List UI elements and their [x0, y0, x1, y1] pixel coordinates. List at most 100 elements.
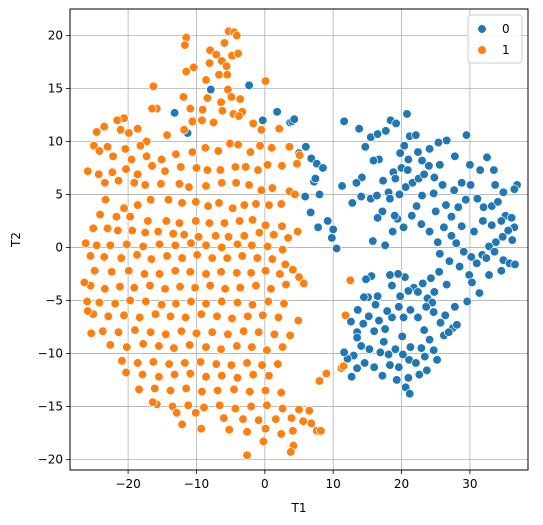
data-point-series-0	[446, 212, 457, 222]
x-tick-label: −10	[184, 477, 209, 491]
data-point-series-1	[202, 93, 213, 103]
data-point-series-1	[176, 326, 187, 336]
data-point-series-1	[245, 386, 255, 397]
data-point-series-0	[331, 243, 342, 254]
data-point-series-1	[79, 277, 90, 288]
data-point-series-1	[230, 403, 241, 414]
data-point-series-0	[272, 107, 282, 117]
data-point-series-0	[364, 311, 374, 321]
data-point-series-0	[375, 347, 385, 358]
data-point-series-0	[457, 178, 467, 188]
data-point-series-1	[165, 311, 176, 321]
data-point-series-1	[161, 216, 172, 226]
legend-box	[467, 14, 523, 64]
legend-marker-1	[477, 45, 487, 55]
data-point-series-1	[148, 81, 159, 92]
x-axis-ticks: −20 −10 0 10 20 30	[115, 470, 478, 491]
data-point-series-1	[201, 269, 211, 279]
data-point-series-1	[176, 162, 186, 172]
data-point-series-0	[459, 247, 469, 257]
data-point-series-1	[179, 230, 189, 240]
data-point-series-0	[361, 274, 371, 284]
data-point-series-1	[150, 383, 160, 394]
data-point-series-1	[260, 385, 271, 396]
data-point-series-0	[420, 351, 430, 362]
data-point-series-0	[403, 373, 414, 383]
data-point-series-1	[102, 223, 113, 234]
data-point-series-0	[385, 360, 395, 370]
data-point-series-1	[187, 116, 198, 126]
data-point-series-1	[197, 115, 207, 125]
data-point-series-1	[254, 327, 264, 337]
data-point-series-1	[213, 146, 223, 156]
y-tick-label: −15	[38, 399, 63, 413]
data-point-series-1	[263, 296, 273, 307]
data-point-series-0	[323, 216, 333, 226]
data-point-series-1	[175, 282, 185, 292]
data-point-series-0	[339, 347, 349, 358]
data-point-series-1	[306, 418, 316, 429]
data-point-series-0	[435, 318, 446, 328]
data-point-series-0	[360, 142, 370, 152]
data-point-series-0	[416, 219, 427, 229]
data-point-series-0	[398, 349, 408, 360]
data-point-series-1	[201, 240, 211, 250]
data-point-series-1	[241, 162, 251, 172]
data-point-series-1	[197, 105, 208, 115]
data-point-series-1	[180, 40, 190, 50]
data-point-series-1	[121, 164, 131, 174]
data-point-series-0	[403, 154, 414, 165]
data-point-series-1	[227, 313, 237, 324]
data-point-series-0	[472, 258, 482, 268]
data-point-series-1	[293, 315, 303, 326]
data-point-series-1	[162, 130, 172, 140]
data-point-series-1	[262, 160, 273, 170]
data-point-series-0	[407, 211, 417, 221]
data-point-series-0	[484, 270, 494, 280]
data-point-series-0	[327, 233, 337, 243]
data-point-series-0	[454, 261, 465, 272]
data-point-series-0	[382, 306, 392, 316]
data-point-series-0	[372, 190, 382, 201]
data-point-series-1	[94, 146, 105, 156]
data-point-series-0	[439, 222, 449, 232]
data-point-series-0	[405, 342, 416, 352]
data-point-series-1	[185, 103, 195, 114]
data-point-series-1	[239, 231, 249, 241]
data-point-series-0	[411, 201, 422, 211]
data-point-series-1	[108, 151, 118, 161]
data-point-series-0	[435, 160, 445, 170]
data-point-series-1	[216, 267, 226, 277]
data-point-series-1	[262, 241, 273, 252]
data-point-series-1	[120, 144, 131, 154]
grid-lines	[70, 9, 528, 470]
data-point-series-1	[189, 62, 199, 72]
data-point-series-0	[416, 343, 427, 353]
data-point-series-0	[394, 302, 404, 312]
data-point-series-0	[491, 237, 501, 247]
data-point-series-1	[260, 424, 271, 434]
data-point-series-1	[165, 385, 176, 396]
data-point-series-1	[161, 329, 171, 339]
data-point-series-1	[299, 278, 309, 289]
data-point-series-0	[368, 155, 379, 166]
data-point-series-1	[190, 283, 200, 293]
data-point-series-1	[253, 165, 263, 175]
data-point-series-0	[358, 319, 368, 329]
data-point-series-0	[388, 226, 398, 237]
data-point-series-1	[215, 165, 226, 175]
data-point-series-1	[196, 424, 206, 434]
data-point-series-1	[115, 125, 126, 135]
data-point-series-1	[146, 195, 156, 205]
data-point-series-0	[381, 126, 391, 136]
data-point-series-0	[346, 316, 356, 327]
data-point-series-0	[414, 369, 424, 380]
data-point-series-1	[196, 309, 206, 319]
data-point-series-1	[277, 403, 288, 414]
data-point-series-1	[186, 296, 196, 307]
data-point-series-1	[228, 203, 238, 213]
data-point-series-1	[264, 371, 274, 381]
data-point-series-0	[419, 325, 429, 335]
data-point-series-1	[215, 400, 225, 411]
data-point-series-1	[207, 253, 217, 263]
